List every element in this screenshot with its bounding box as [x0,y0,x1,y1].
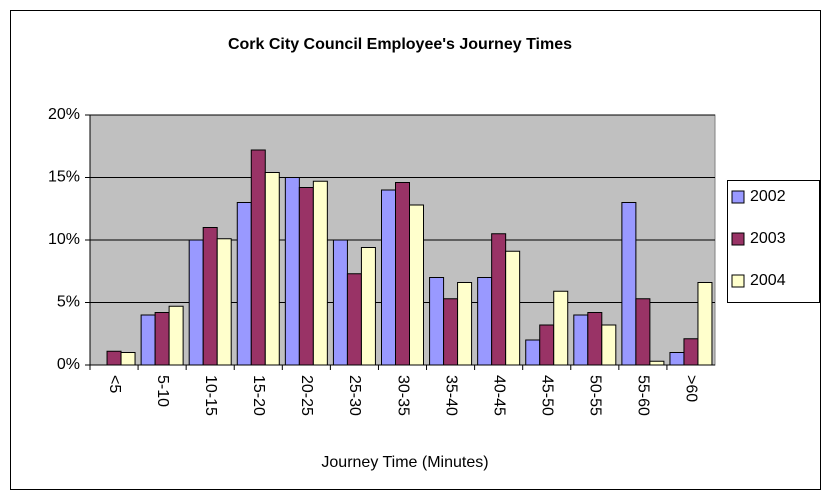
legend-swatch [731,190,745,204]
bar [621,202,637,366]
bar [395,182,410,366]
x-tick-label: 30-35 [394,375,411,416]
x-tick-label: <5 [106,375,123,393]
legend-label: 2004 [750,272,786,289]
bar [539,324,555,366]
bar [332,239,348,366]
bar [477,277,493,366]
x-tick-label: 5-10 [154,375,171,407]
x-axis-title: Journey Time (Minutes) [321,454,488,471]
x-tick-label: 40-45 [490,375,507,416]
bar [409,204,424,366]
bar [635,298,651,366]
bar [154,312,170,366]
bar [669,352,685,366]
bar [381,189,396,366]
bar [429,277,445,366]
bar [168,305,184,366]
bar [443,298,459,366]
bar [250,149,266,366]
x-tick-label: 20-25 [298,375,315,416]
x-tick-label: 50-55 [587,375,604,416]
bar [236,202,252,366]
bar [573,314,589,366]
bar [457,282,473,366]
bar [120,352,136,366]
legend-label: 2003 [750,230,786,247]
y-tick-label: 5% [57,294,80,311]
bar [140,314,156,366]
x-tick-label: 35-40 [442,375,459,416]
chart-title: Cork City Council Employee's Journey Tim… [228,36,572,53]
bar [202,227,218,366]
bar [346,273,362,366]
bar [683,338,699,366]
bar [505,250,521,366]
bar [649,360,665,366]
x-tick-label: 45-50 [538,375,555,416]
bar [298,187,314,366]
x-tick-label: >60 [683,375,700,402]
bar [553,290,569,366]
bar [587,312,603,366]
y-tick-label: 15% [48,169,80,186]
x-tick-label: 55-60 [635,375,652,416]
bar [525,339,541,366]
bar [264,172,280,366]
y-tick-label: 10% [48,231,80,248]
bar [312,180,328,366]
bar [491,233,507,366]
bar [216,238,232,366]
x-tick-label: 10-15 [202,375,219,416]
bar [601,324,617,366]
bar [106,350,122,366]
legend-label: 2002 [750,188,786,205]
bar [284,177,300,366]
bar [697,282,713,366]
x-tick-label: 25-30 [346,375,363,416]
y-tick-label: 0% [57,356,80,373]
bar [188,239,204,366]
x-tick-label: 15-20 [250,375,267,416]
legend-swatch [731,274,745,288]
legend-swatch [731,232,745,246]
bar [360,247,376,366]
y-tick-label: 20% [48,106,80,123]
